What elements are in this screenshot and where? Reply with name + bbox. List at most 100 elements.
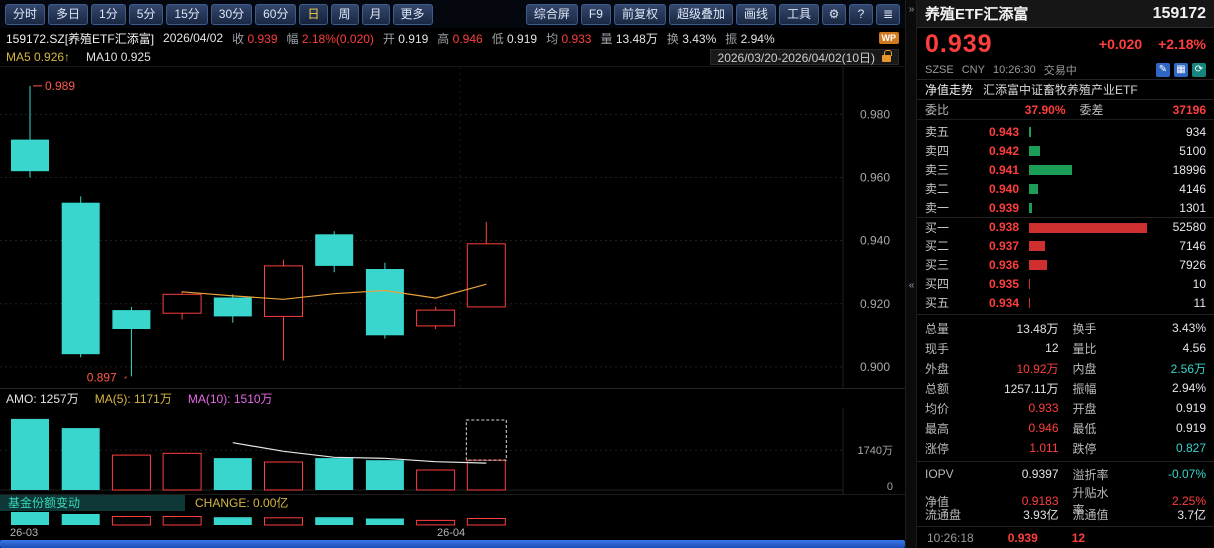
x-axis: 26-03 26-04 [0, 526, 905, 540]
period-tab-15min[interactable]: 15分 [166, 3, 208, 25]
last-price: 0.939 [925, 29, 993, 58]
period-tab-daily[interactable]: 日 [299, 3, 328, 25]
stat-value: 2.94% [1171, 381, 1206, 395]
tools-button[interactable]: 工具 [778, 3, 819, 25]
ask-price[interactable]: 0.941 [988, 162, 1019, 177]
bid-price[interactable]: 0.938 [988, 220, 1019, 234]
period-tab-60min[interactable]: 60分 [255, 3, 297, 25]
bid-row[interactable]: 买一 0.938 52580 [917, 217, 1214, 236]
stock-code: 159172 [1152, 4, 1206, 22]
period-tab-weekly[interactable]: 周 [330, 3, 359, 25]
bid-price[interactable]: 0.937 [988, 238, 1019, 253]
date-range-selector[interactable]: 2026/03/20-2026/04/02(10日) [709, 49, 899, 65]
ask-price[interactable]: 0.942 [988, 143, 1019, 158]
period-tab-monthly[interactable]: 月 [361, 3, 390, 25]
last-tick-row[interactable]: 10:26:18 0.939 12 [917, 526, 1214, 548]
ask-volume: 5100 [1179, 143, 1206, 158]
stat-value: 0.919 [1175, 401, 1206, 415]
bid-row[interactable]: 买四 0.935 10 [917, 274, 1214, 293]
collapse-panel-icon[interactable]: » [908, 4, 915, 15]
ask-label: 卖五 [925, 125, 950, 139]
panel-splitter[interactable]: » « [905, 0, 917, 548]
stat-value: 4.56 [1182, 341, 1206, 355]
bid-label: 买二 [925, 239, 950, 253]
market-status-row: SZSE CNY 10:26:30 交易中 ✎ ▦ ⟳ [917, 60, 1214, 80]
price-row: 0.939 +0.020 +2.18% [917, 28, 1214, 60]
stat-value: 2.25% [1171, 494, 1206, 508]
draw-line-button[interactable]: 画线 [735, 3, 776, 25]
bid-volume: 10 [1192, 276, 1206, 291]
ma5-legend: MA5 0.926↑ [6, 50, 71, 64]
avg-value: 0.933 [561, 31, 592, 46]
stat-label: 流通值 [1072, 507, 1109, 522]
bid-price[interactable]: 0.934 [988, 295, 1019, 310]
stat-value: 10.92万 [1016, 361, 1059, 376]
stat-value: 0.9183 [1021, 494, 1059, 508]
forward-adjust-button[interactable]: 前复权 [613, 3, 666, 25]
refresh-icon[interactable]: ⟳ [1192, 62, 1206, 77]
valuation-section: IOPV 0.9397 溢折率 -0.07% 净值 0.9183 升贴水率 2.25% … [917, 461, 1214, 526]
bid-volume: 7146 [1179, 238, 1206, 253]
ask-volume-bar [1029, 164, 1072, 175]
grid-icon[interactable]: ▦ [1174, 62, 1188, 77]
wp-indicator-badge[interactable]: WP [878, 32, 899, 44]
ask-row[interactable]: 卖五 0.943 934 [917, 122, 1214, 141]
help-icon[interactable]: ? [849, 3, 873, 25]
bid-row[interactable]: 买五 0.934 11 [917, 293, 1214, 312]
weibi-value: 37.90% [1024, 102, 1066, 117]
weicha-value: 37196 [1172, 102, 1206, 117]
bid-price[interactable]: 0.935 [988, 276, 1019, 291]
edit-icon[interactable]: ✎ [1156, 62, 1170, 77]
stat-label: 流通盘 [925, 507, 962, 522]
ask-row[interactable]: 卖三 0.941 18996 [917, 160, 1214, 179]
high-label: 高 [437, 31, 450, 46]
fund-share-header: 基金份额变动 CHANGE: 0.00亿 [0, 494, 905, 511]
composite-screen-button[interactable]: 综合屏 [525, 3, 578, 25]
f9-button[interactable]: F9 [580, 3, 611, 25]
panel-header: 养殖ETF汇添富 159172 [917, 0, 1214, 28]
ask-row[interactable]: 卖一 0.939 1301 [917, 198, 1214, 217]
volume-chart[interactable]: 1740万 0 [0, 408, 905, 494]
date-range-label: 2026/03/20-2026/04/02(10日) [717, 50, 875, 65]
currency-label: CNY [961, 63, 985, 76]
unlock-icon[interactable] [882, 50, 892, 62]
close-label: 收 [232, 31, 245, 46]
expand-panel-icon[interactable]: « [908, 280, 915, 291]
menu-icon[interactable]: ≣ [876, 3, 900, 25]
fund-share-chart[interactable] [0, 510, 905, 526]
period-tab-multiday[interactable]: 多日 [48, 3, 89, 25]
period-tab-intraday[interactable]: 分时 [5, 3, 46, 25]
ask-price[interactable]: 0.940 [988, 181, 1019, 196]
period-tab-5min[interactable]: 5分 [128, 3, 164, 25]
ask-volume: 18996 [1172, 162, 1206, 177]
bid-volume: 52580 [1172, 220, 1206, 234]
gear-icon[interactable]: ⚙ [822, 3, 846, 25]
stat-label: 振幅 [1072, 381, 1097, 396]
period-tab-1min[interactable]: 1分 [91, 3, 126, 25]
ask-price[interactable]: 0.939 [988, 200, 1019, 215]
ask-row[interactable]: 卖四 0.942 5100 [917, 141, 1214, 160]
horizontal-scrollbar[interactable] [0, 540, 905, 548]
super-overlay-button[interactable]: 超级叠加 [668, 3, 733, 25]
volume-label: 量 [600, 31, 613, 46]
bid-price[interactable]: 0.936 [988, 257, 1019, 272]
fund-share-title[interactable]: 基金份额变动 [0, 494, 185, 511]
kline-chart[interactable]: 0.980 0.960 0.940 0.920 0.900 0.989 0.897 [0, 66, 905, 389]
nav-trend-tab[interactable]: 净值走势 [925, 83, 974, 97]
stat-label: 外盘 [925, 361, 950, 376]
stat-value: 2.56万 [1170, 361, 1206, 376]
ask-row[interactable]: 卖二 0.940 4146 [917, 179, 1214, 198]
bid-row[interactable]: 买三 0.936 7926 [917, 255, 1214, 274]
stat-value: 3.43% [1171, 321, 1206, 335]
amo-legend-bar: AMO: 1257万 MA(5): 1171万 MA(10): 1510万 [0, 388, 905, 408]
period-tab-more[interactable]: 更多 [392, 3, 433, 25]
volume-zero-label: 0 [886, 481, 893, 493]
stat-label: 溢折率 [1072, 467, 1109, 482]
quote-time: 10:26:30 [992, 63, 1036, 76]
avg-label: 均 [546, 31, 559, 46]
stat-label: 换手 [1072, 321, 1097, 336]
stat-label: 涨停 [925, 441, 950, 456]
ask-price[interactable]: 0.943 [988, 124, 1019, 139]
bid-row[interactable]: 买二 0.937 7146 [917, 236, 1214, 255]
period-tab-30min[interactable]: 30分 [210, 3, 253, 25]
